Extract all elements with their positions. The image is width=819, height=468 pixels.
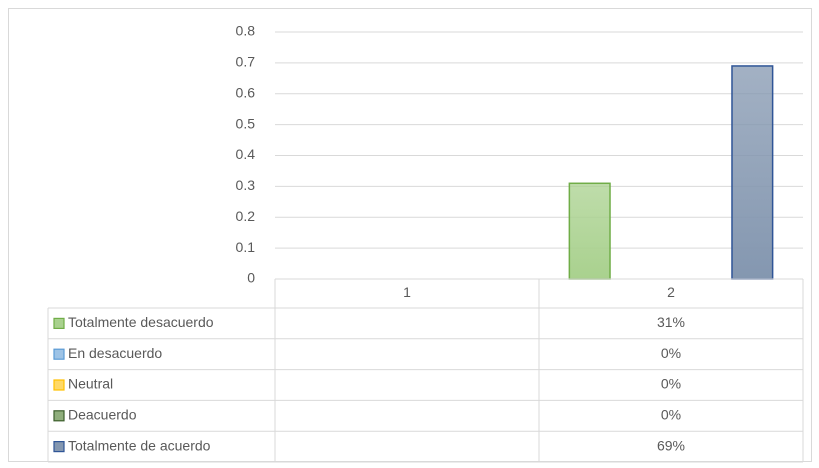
legend-swatch xyxy=(53,410,65,422)
bar xyxy=(568,182,611,280)
data-label: 0% xyxy=(661,407,681,423)
data-label: 0% xyxy=(661,345,681,361)
legend-label: Neutral xyxy=(68,376,113,392)
y-tick-label: 0.3 xyxy=(236,177,256,193)
chart-area xyxy=(8,8,812,462)
y-tick-label: 0.2 xyxy=(236,208,256,224)
legend-label: En desacuerdo xyxy=(68,345,162,361)
data-label: 0% xyxy=(661,376,681,392)
y-tick-label: 0.4 xyxy=(236,146,256,162)
legend-swatch xyxy=(53,441,65,453)
legend-swatch xyxy=(53,348,65,360)
y-tick-label: 0.8 xyxy=(236,23,256,39)
data-label: 31% xyxy=(657,314,685,330)
legend-swatch xyxy=(53,317,65,329)
y-tick-label: 0.6 xyxy=(236,84,256,100)
legend-swatch xyxy=(53,379,65,391)
bar xyxy=(731,65,774,280)
data-label: 69% xyxy=(657,437,685,453)
legend-label: Deacuerdo xyxy=(68,407,137,423)
legend-label: Totalmente de acuerdo xyxy=(68,437,211,453)
y-tick-label: 0.5 xyxy=(236,115,256,131)
y-tick-label: 0.1 xyxy=(236,239,256,255)
y-tick-label: 0.7 xyxy=(236,54,256,70)
y-tick-label: 0 xyxy=(247,270,255,286)
x-tick-label: 1 xyxy=(403,284,411,300)
x-tick-label: 2 xyxy=(667,284,675,300)
legend-label: Totalmente desacuerdo xyxy=(68,314,214,330)
